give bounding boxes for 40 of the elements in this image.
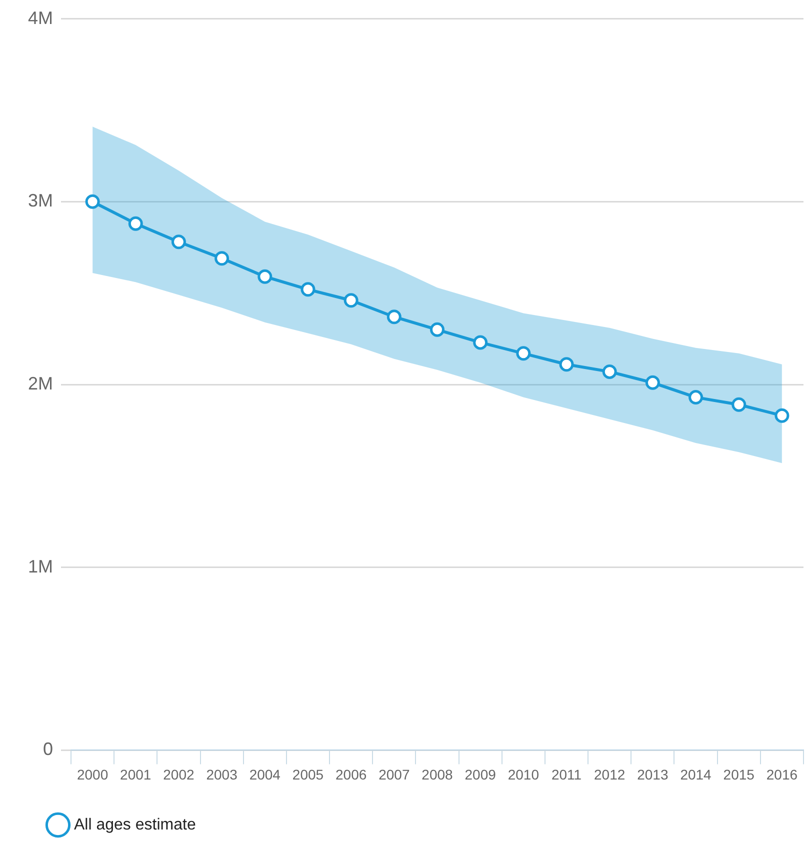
point xyxy=(214,251,230,266)
x-tick-label: 2011 xyxy=(551,766,582,782)
x-tick-label: 2012 xyxy=(594,766,626,782)
x-tick-label: 2002 xyxy=(163,766,195,782)
y-tick-label: 0 xyxy=(42,739,54,760)
x-tick-label: 2004 xyxy=(249,766,281,782)
point xyxy=(645,375,660,390)
point xyxy=(732,397,746,412)
y-tick-label: 1M xyxy=(28,556,54,576)
x-tick-label: 2008 xyxy=(422,766,454,782)
point xyxy=(602,364,617,379)
point xyxy=(774,408,790,423)
x-tick-label: 2001 xyxy=(120,766,152,782)
point xyxy=(85,194,100,209)
point xyxy=(559,357,574,372)
point xyxy=(386,310,402,324)
x-tick-label: 2000 xyxy=(76,766,108,782)
point xyxy=(430,322,445,337)
x-tick-label: 2006 xyxy=(336,766,367,782)
x-tick-label: 2013 xyxy=(637,766,668,782)
x-tick-label: 2009 xyxy=(464,766,496,782)
point xyxy=(344,293,358,308)
x-tick-label: 2014 xyxy=(680,766,712,782)
x-tick-label: 2003 xyxy=(206,766,238,782)
x-tick-label: 2007 xyxy=(378,766,410,782)
point xyxy=(258,269,272,284)
y-tick-label: 3M xyxy=(28,190,54,211)
point xyxy=(300,282,316,297)
x-tick-label: 2015 xyxy=(723,766,755,782)
y-tick-label: 4M xyxy=(28,8,54,28)
x-tick-label: 2005 xyxy=(292,766,324,782)
x-tick-label: 2010 xyxy=(508,766,540,782)
point xyxy=(171,234,186,250)
point xyxy=(128,216,143,231)
y-tick-label: 2M xyxy=(28,373,54,394)
point xyxy=(688,390,704,405)
point xyxy=(516,346,531,361)
legend-label: All ages estimate xyxy=(74,816,196,834)
point xyxy=(473,335,488,350)
x-tick-label: 2016 xyxy=(766,766,798,782)
